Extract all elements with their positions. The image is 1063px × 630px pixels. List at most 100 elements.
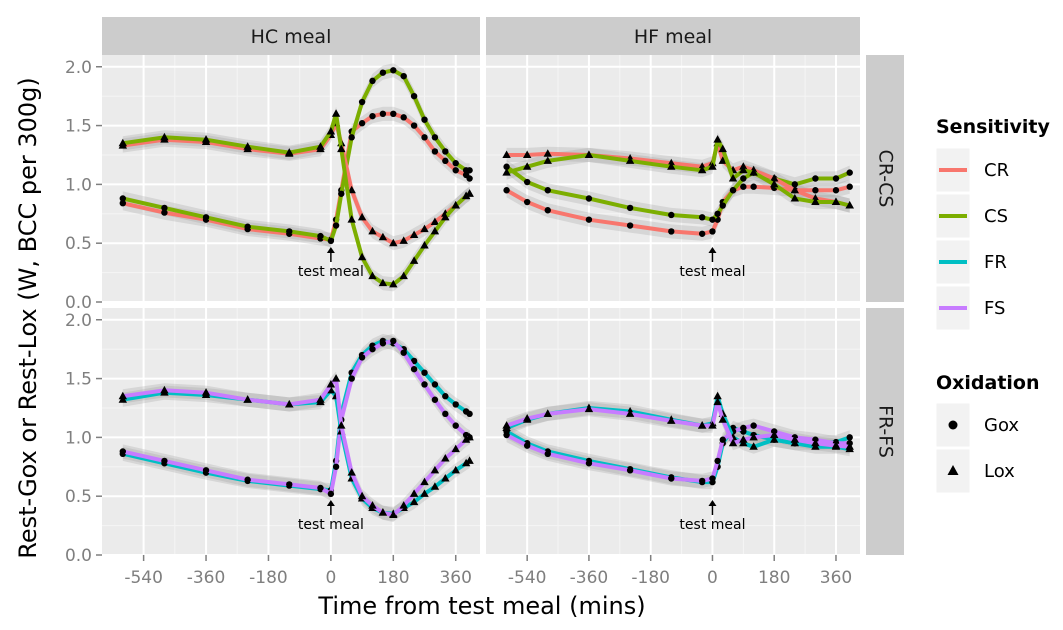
data-point	[431, 148, 439, 155]
facet-strips: HC meal HF meal CR-CS FR-FS	[102, 17, 904, 555]
data-point	[831, 197, 841, 206]
annotation-arrowhead	[708, 500, 717, 506]
data-point	[749, 442, 758, 450]
data-point	[739, 165, 748, 174]
data-point	[503, 187, 510, 194]
data-point	[390, 337, 397, 345]
data-point	[331, 109, 341, 117]
data-point	[389, 279, 398, 288]
data-point	[316, 395, 325, 403]
data-point	[338, 190, 345, 197]
series-fs-lox	[502, 397, 854, 450]
data-point	[667, 162, 676, 170]
data-point	[347, 215, 356, 223]
data-point	[544, 187, 551, 194]
data-point	[119, 448, 127, 455]
data-point	[202, 214, 210, 221]
series-line	[505, 400, 850, 449]
data-point	[421, 381, 428, 388]
y-axis-title: Rest-Gox or Rest-Lox (W, BCC per 300g)	[14, 77, 42, 558]
facet-panel: test meal	[486, 308, 860, 556]
data-point	[714, 457, 721, 465]
data-point	[285, 148, 294, 156]
data-point	[543, 156, 552, 164]
data-point	[750, 422, 757, 429]
data-point	[523, 442, 531, 449]
legend-label-cr: CR	[984, 160, 1009, 181]
data-point	[626, 222, 634, 229]
data-point	[698, 477, 706, 485]
data-point	[326, 379, 336, 388]
data-point	[718, 415, 727, 423]
data-point	[243, 395, 252, 403]
data-point	[846, 434, 853, 441]
data-point	[400, 114, 407, 121]
data-point	[625, 156, 635, 164]
data-point	[118, 138, 128, 147]
data-point	[326, 126, 336, 135]
data-point	[118, 391, 128, 400]
data-point	[451, 465, 460, 474]
series-ribbon	[506, 132, 850, 213]
data-point	[420, 241, 429, 249]
data-point	[317, 484, 324, 492]
row-strip	[866, 55, 904, 302]
data-point	[708, 421, 717, 429]
legend-label-gox: Gox	[984, 415, 1019, 436]
data-point	[465, 432, 474, 441]
data-point	[368, 226, 377, 235]
data-point	[389, 238, 398, 247]
x-tick-label: 360	[439, 568, 471, 588]
annotation-arrowhead	[326, 247, 335, 253]
data-point	[713, 397, 722, 406]
data-point	[729, 187, 737, 194]
data-point	[812, 187, 819, 194]
data-point	[740, 175, 747, 182]
data-point	[740, 183, 747, 190]
data-point	[399, 236, 408, 244]
data-point	[668, 211, 675, 219]
data-point	[442, 148, 449, 155]
data-point	[719, 202, 726, 209]
column-strip-label: HC meal	[251, 26, 332, 48]
data-point	[543, 409, 552, 417]
data-point	[523, 198, 531, 206]
x-tick-label: -360	[570, 568, 609, 588]
data-point	[337, 144, 346, 153]
data-point	[348, 134, 355, 141]
data-point	[502, 421, 511, 429]
data-point	[728, 174, 738, 182]
data-point	[286, 481, 293, 488]
data-point	[358, 120, 366, 127]
data-point	[160, 132, 169, 141]
data-point	[791, 181, 799, 188]
data-point	[357, 252, 367, 261]
data-point	[369, 77, 376, 85]
legend-label-lox: Lox	[984, 461, 1015, 482]
data-point	[451, 444, 460, 453]
data-point	[714, 210, 721, 217]
data-point	[626, 467, 634, 474]
data-point	[442, 157, 449, 165]
row-strip-label: FR-FS	[875, 405, 897, 458]
row-strip	[866, 308, 904, 555]
column-strip	[486, 17, 860, 55]
data-point	[332, 222, 340, 229]
data-point	[544, 450, 551, 458]
data-point	[739, 435, 748, 443]
data-point	[332, 463, 340, 470]
panels-layer: test meal test meal test meal test meal	[102, 55, 860, 556]
data-point	[832, 187, 840, 194]
data-point	[378, 508, 388, 516]
y-tick-label: 2.0	[65, 58, 92, 78]
series-line	[506, 137, 851, 208]
data-point	[399, 501, 408, 509]
data-point	[420, 489, 429, 497]
series-cs-lox	[118, 109, 474, 288]
x-tick-label: 0	[707, 568, 718, 588]
data-point	[201, 135, 211, 143]
data-point	[522, 150, 532, 158]
data-point	[713, 135, 722, 143]
data-point	[441, 454, 450, 462]
